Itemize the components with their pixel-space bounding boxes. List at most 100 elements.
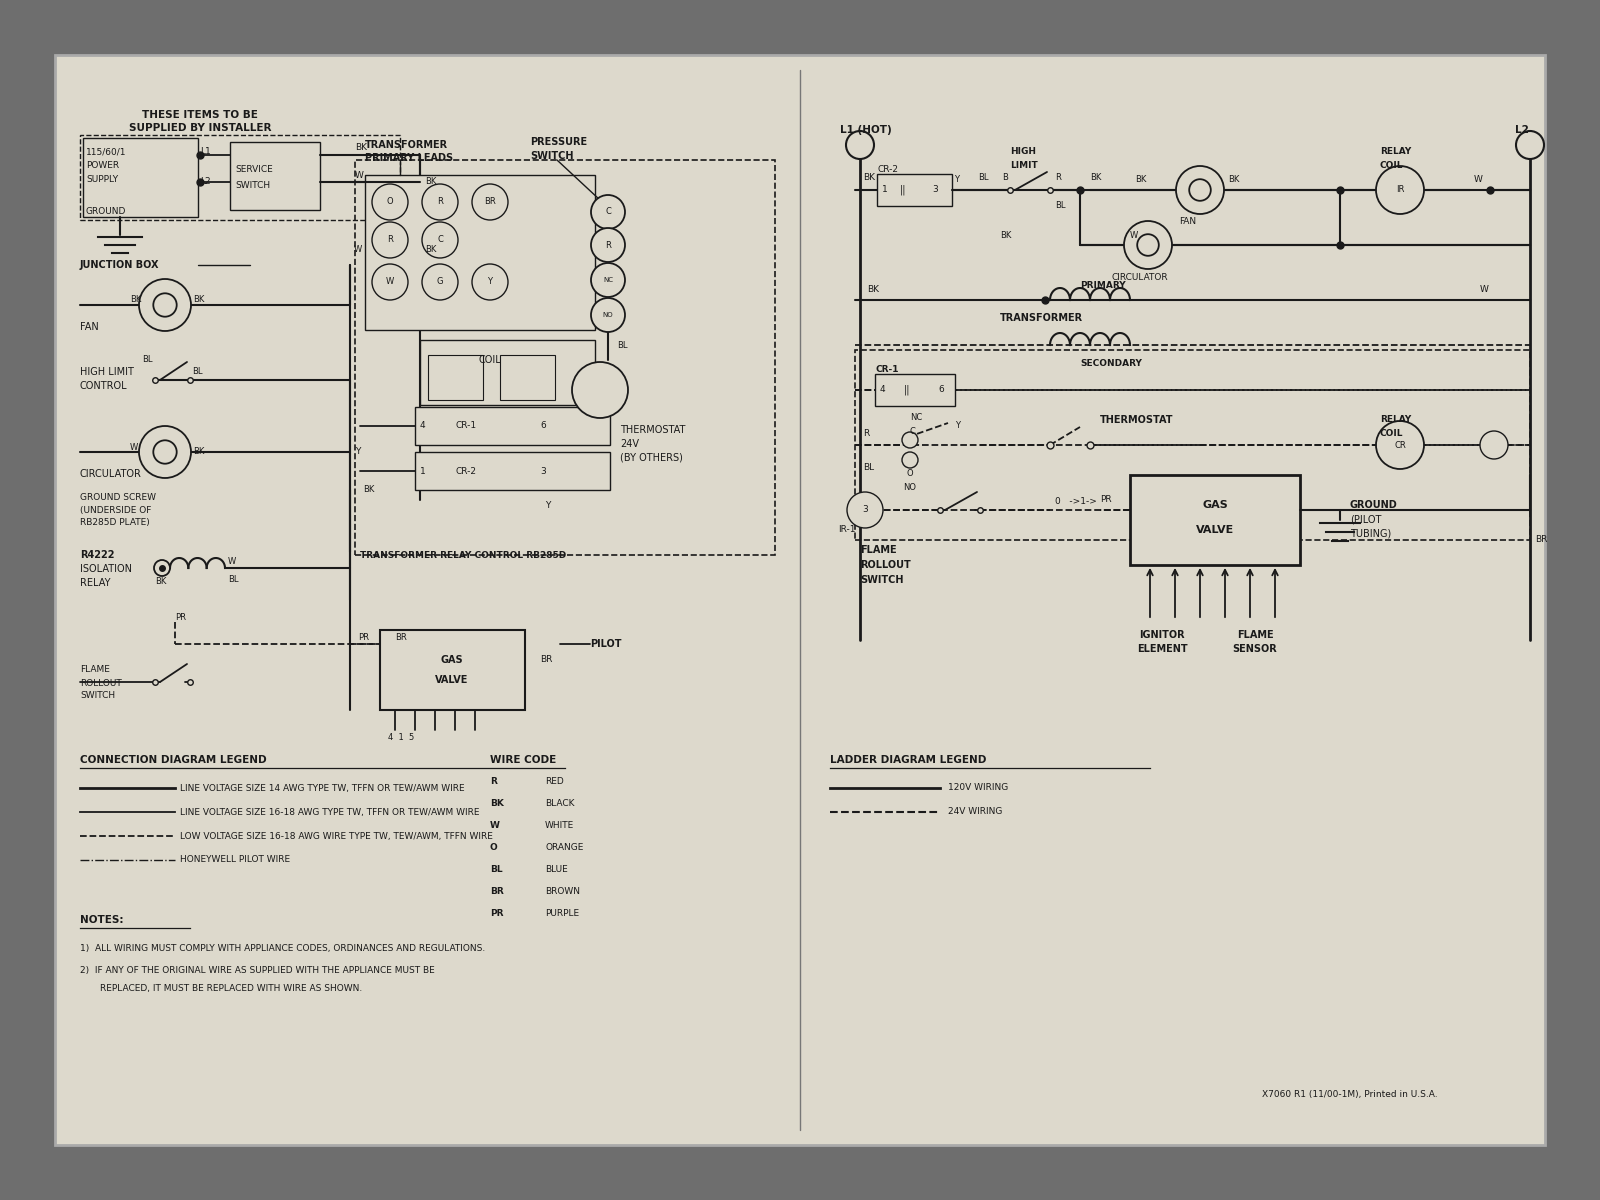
Circle shape (422, 264, 458, 300)
Text: SWITCH: SWITCH (530, 151, 573, 161)
Text: PR: PR (1101, 496, 1112, 504)
Text: L2: L2 (200, 178, 211, 186)
Bar (381, 630, 525, 710)
Text: R: R (437, 198, 443, 206)
Circle shape (590, 194, 626, 229)
Text: NC: NC (603, 277, 613, 283)
Text: BR: BR (485, 198, 496, 206)
Text: SWITCH: SWITCH (235, 180, 270, 190)
Text: NOTES:: NOTES: (80, 914, 123, 925)
Text: BROWN: BROWN (546, 888, 579, 896)
Text: 6: 6 (938, 385, 944, 395)
Text: JUNCTION BOX: JUNCTION BOX (80, 260, 160, 270)
Text: CR: CR (1394, 440, 1406, 450)
Text: BL: BL (1054, 200, 1066, 210)
Text: REPLACED, IT MUST BE REPLACED WITH WIRE AS SHOWN.: REPLACED, IT MUST BE REPLACED WITH WIRE … (99, 984, 362, 992)
Text: BL: BL (618, 341, 627, 349)
Text: X7060 R1 (11/00-1M), Printed in U.S.A.: X7060 R1 (11/00-1M), Printed in U.S.A. (1262, 1091, 1438, 1099)
Text: BK: BK (1134, 175, 1146, 185)
Text: WHITE: WHITE (546, 822, 574, 830)
Text: PR: PR (490, 910, 504, 918)
Circle shape (846, 131, 874, 158)
Text: RELAY: RELAY (1379, 415, 1411, 425)
Bar (355, 160, 774, 554)
Text: GROUND: GROUND (86, 208, 126, 216)
Text: GAS: GAS (440, 655, 464, 665)
Text: VALVE: VALVE (1195, 526, 1234, 535)
Text: W: W (1130, 230, 1138, 240)
Text: BK: BK (194, 448, 205, 456)
Text: WIRE CODE: WIRE CODE (490, 755, 557, 766)
Text: RB285D PLATE): RB285D PLATE) (80, 518, 150, 528)
Text: 120V WIRING: 120V WIRING (947, 784, 1008, 792)
Text: PRESSURE: PRESSURE (530, 137, 587, 146)
Text: Y: Y (488, 277, 493, 287)
Circle shape (472, 184, 509, 220)
Text: W: W (354, 246, 362, 254)
Text: BR: BR (395, 632, 406, 642)
Text: BK: BK (490, 799, 504, 809)
Text: O: O (387, 198, 394, 206)
Text: IGNITOR: IGNITOR (1139, 630, 1186, 640)
Text: 6: 6 (541, 421, 546, 431)
Text: IR-1: IR-1 (838, 526, 856, 534)
Circle shape (371, 222, 408, 258)
Text: SWITCH: SWITCH (80, 691, 115, 701)
Text: C: C (605, 208, 611, 216)
Text: 0   ->1->: 0 ->1-> (1054, 498, 1098, 506)
Bar (230, 142, 320, 210)
Text: FLAME: FLAME (80, 666, 110, 674)
Text: 1: 1 (882, 186, 888, 194)
Circle shape (472, 264, 509, 300)
Circle shape (902, 432, 918, 448)
Text: R: R (387, 235, 394, 245)
Text: ||: || (904, 385, 910, 395)
Circle shape (1376, 166, 1424, 214)
Text: HIGH: HIGH (1010, 148, 1037, 156)
Circle shape (1480, 431, 1507, 458)
Circle shape (590, 263, 626, 296)
Text: BK: BK (355, 144, 366, 152)
Text: TUBING): TUBING) (1350, 528, 1392, 538)
Text: NC: NC (910, 413, 922, 421)
Text: BR: BR (490, 888, 504, 896)
Text: LINE VOLTAGE SIZE 14 AWG TYPE TW, TFFN OR TEW/AWM WIRE: LINE VOLTAGE SIZE 14 AWG TYPE TW, TFFN O… (179, 784, 464, 792)
Bar (877, 174, 952, 206)
Text: CIRCULATOR: CIRCULATOR (1112, 272, 1168, 282)
Text: VALVE: VALVE (435, 674, 469, 685)
Text: CR-2: CR-2 (454, 467, 477, 475)
Text: BL: BL (490, 865, 502, 875)
Text: BK: BK (426, 246, 437, 254)
Bar (875, 374, 955, 406)
Circle shape (1376, 421, 1424, 469)
Text: BK: BK (426, 178, 437, 186)
Text: O: O (907, 468, 914, 478)
Text: BK: BK (867, 286, 878, 294)
Text: ROLLOUT: ROLLOUT (861, 560, 910, 570)
Text: Y: Y (546, 502, 550, 510)
Text: R: R (605, 240, 611, 250)
Text: 3: 3 (541, 467, 546, 475)
Bar (414, 452, 610, 490)
Text: Y: Y (955, 420, 960, 430)
Text: R4222: R4222 (80, 550, 115, 560)
Text: COIL: COIL (1379, 161, 1403, 169)
Text: BK: BK (1229, 175, 1240, 185)
Text: 1: 1 (419, 467, 426, 475)
Text: BR: BR (1534, 535, 1547, 545)
Text: BK: BK (363, 486, 374, 494)
Bar (80, 134, 400, 220)
Text: HIGH LIMIT: HIGH LIMIT (80, 367, 134, 377)
Text: Y: Y (355, 448, 360, 456)
Text: BK: BK (862, 174, 875, 182)
Text: BK: BK (155, 577, 166, 587)
Bar (499, 355, 555, 400)
Text: L2: L2 (1515, 125, 1530, 134)
Text: ROLLOUT: ROLLOUT (80, 678, 122, 688)
Circle shape (139, 278, 190, 331)
Text: FLAME: FLAME (1237, 630, 1274, 640)
Text: NO: NO (904, 482, 917, 492)
Circle shape (371, 264, 408, 300)
Text: BK: BK (194, 295, 205, 305)
Bar (429, 355, 483, 400)
